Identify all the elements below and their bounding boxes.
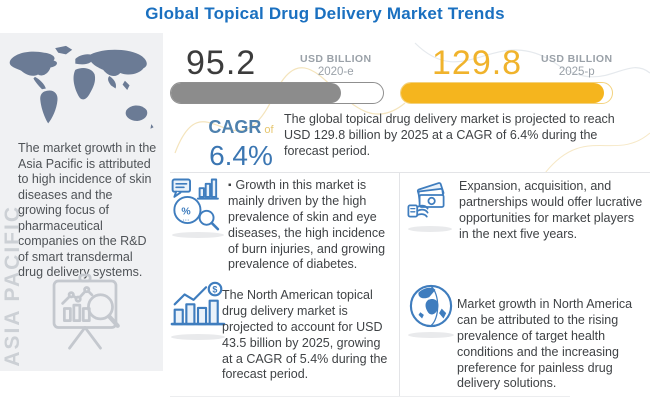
progress-bar-current bbox=[170, 82, 384, 104]
svg-text:%: % bbox=[181, 206, 190, 217]
stat-current-unit: USD BILLION bbox=[300, 53, 372, 65]
cagr-block: CAGR of 6.4% bbox=[196, 117, 286, 172]
cagr-label: CAGR bbox=[208, 117, 262, 137]
icon-shadow bbox=[408, 332, 454, 338]
icon-shadow bbox=[171, 334, 225, 340]
stat-projected-value: 129.8 bbox=[432, 44, 523, 82]
market-analysis-icon: % ... bbox=[171, 178, 220, 231]
progress-fill-projected bbox=[401, 83, 604, 103]
insight-north-america-growth: Market growth in North America can be at… bbox=[457, 297, 633, 391]
svg-text:$: $ bbox=[212, 285, 217, 295]
stat-projected-unit: USD BILLION bbox=[541, 53, 613, 65]
asia-pacific-text: The market growth in the Asia Pacific is… bbox=[18, 141, 157, 279]
divider-vertical bbox=[399, 172, 400, 396]
divider-horizontal bbox=[170, 172, 650, 173]
page-title: Global Topical Drug Delivery Market Tren… bbox=[145, 4, 505, 23]
presentation-chart-icon bbox=[52, 273, 120, 350]
bullet-marker: ▪ bbox=[228, 180, 232, 191]
asia-pacific-panel: The market growth in the Asia Pacific is… bbox=[0, 33, 163, 371]
money-hand-icon bbox=[407, 182, 445, 218]
insight-north-america-forecast: The North American topical drug delivery… bbox=[222, 288, 388, 382]
insight-growth-drivers: ▪ Growth in this market is mainly driven … bbox=[228, 178, 392, 273]
stat-projected-label: USD BILLION 2025-p bbox=[541, 53, 612, 78]
divider-bottom bbox=[170, 396, 570, 397]
world-map-icon bbox=[9, 45, 154, 129]
stat-current-value: 95.2 bbox=[186, 44, 257, 82]
cagr-value: 6.4% bbox=[209, 140, 273, 171]
stat-current-year: 2020-e bbox=[317, 66, 354, 78]
cagr-connector: of bbox=[264, 124, 274, 136]
market-summary-text: The global topical drug delivery market … bbox=[284, 112, 615, 158]
progress-bar-projected bbox=[400, 82, 613, 104]
region-label: ASIA PACIFIC bbox=[1, 205, 24, 367]
stat-current-label: USD BILLION 2020-e bbox=[300, 53, 371, 78]
stat-projected-year: 2025-p bbox=[558, 66, 595, 78]
globe-icon bbox=[409, 284, 453, 328]
insight-opportunities: Expansion, acquisition, and partnerships… bbox=[459, 179, 643, 241]
progress-fill-current bbox=[171, 83, 341, 103]
svg-text:...: ... bbox=[182, 212, 189, 222]
icon-shadow bbox=[172, 232, 224, 238]
growth-chart-icon: $ bbox=[170, 281, 226, 326]
icon-shadow bbox=[408, 226, 452, 232]
insight-growth-drivers-text: Growth in this market is mainly driven b… bbox=[228, 178, 386, 272]
